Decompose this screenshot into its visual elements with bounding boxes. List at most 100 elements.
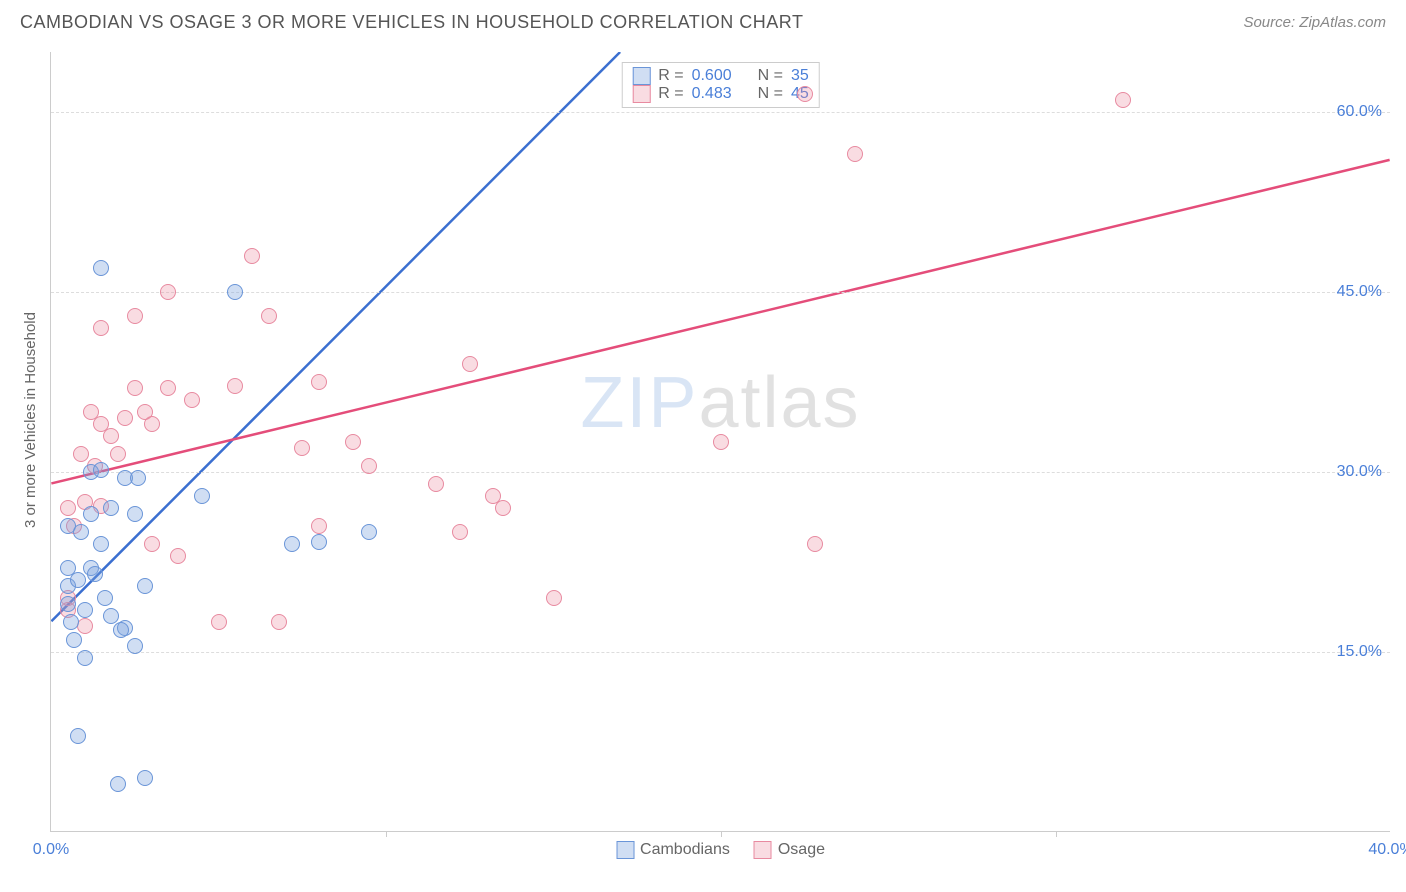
chart-plot-area: ZIPatlas R = 0.600 N = 35 R = 0.483 N = … — [50, 52, 1390, 832]
gridline — [51, 472, 1390, 473]
xtick-label: 40.0% — [1368, 841, 1406, 859]
scatter-point-blue — [97, 590, 113, 606]
watermark-zip: ZIP — [580, 363, 698, 443]
gridline — [51, 112, 1390, 113]
scatter-point-pink — [294, 440, 310, 456]
legend-swatch-blue — [616, 841, 634, 859]
y-axis-label: 3 or more Vehicles in Household — [22, 312, 39, 528]
scatter-point-pink — [127, 380, 143, 396]
legend-n-label: N = — [758, 85, 783, 103]
scatter-point-pink — [227, 378, 243, 394]
legend-item-blue: Cambodians — [616, 841, 730, 859]
scatter-point-pink — [170, 548, 186, 564]
scatter-point-pink — [160, 380, 176, 396]
scatter-point-pink — [73, 446, 89, 462]
xtick-mark — [721, 831, 722, 837]
legend-swatch-blue — [632, 67, 650, 85]
scatter-point-pink — [807, 536, 823, 552]
scatter-point-blue — [63, 614, 79, 630]
scatter-point-pink — [546, 590, 562, 606]
legend-r-blue: 0.600 — [692, 67, 732, 85]
scatter-point-pink — [127, 308, 143, 324]
header: CAMBODIAN VS OSAGE 3 OR MORE VEHICLES IN… — [0, 0, 1406, 41]
scatter-point-pink — [103, 428, 119, 444]
scatter-point-blue — [127, 506, 143, 522]
scatter-point-blue — [60, 596, 76, 612]
scatter-point-pink — [311, 374, 327, 390]
gridline — [51, 292, 1390, 293]
scatter-point-blue — [66, 632, 82, 648]
scatter-point-blue — [60, 560, 76, 576]
ytick-label: 15.0% — [1337, 643, 1382, 661]
scatter-point-blue — [93, 536, 109, 552]
scatter-point-pink — [160, 284, 176, 300]
scatter-point-blue — [137, 770, 153, 786]
scatter-point-pink — [452, 524, 468, 540]
scatter-point-blue — [77, 602, 93, 618]
scatter-point-blue — [194, 488, 210, 504]
scatter-point-blue — [137, 578, 153, 594]
legend-n-label: N = — [758, 67, 783, 85]
scatter-point-blue — [127, 638, 143, 654]
ytick-label: 60.0% — [1337, 103, 1382, 121]
source-label: Source: ZipAtlas.com — [1243, 14, 1386, 31]
scatter-point-pink — [713, 434, 729, 450]
ytick-label: 30.0% — [1337, 463, 1382, 481]
scatter-point-pink — [244, 248, 260, 264]
legend-swatch-pink — [632, 85, 650, 103]
scatter-point-blue — [70, 728, 86, 744]
ytick-label: 45.0% — [1337, 283, 1382, 301]
legend-stats: R = 0.600 N = 35 R = 0.483 N = 45 — [621, 62, 820, 108]
scatter-point-pink — [495, 500, 511, 516]
scatter-point-pink — [117, 410, 133, 426]
scatter-point-blue — [110, 776, 126, 792]
scatter-point-blue — [93, 260, 109, 276]
scatter-point-blue — [103, 608, 119, 624]
scatter-point-pink — [1115, 92, 1131, 108]
scatter-point-pink — [144, 536, 160, 552]
scatter-point-blue — [227, 284, 243, 300]
legend-n-blue: 35 — [791, 67, 809, 85]
scatter-point-pink — [271, 614, 287, 630]
scatter-point-blue — [87, 566, 103, 582]
scatter-point-blue — [83, 506, 99, 522]
scatter-point-blue — [361, 524, 377, 540]
scatter-point-pink — [847, 146, 863, 162]
scatter-point-blue — [284, 536, 300, 552]
xtick-mark — [386, 831, 387, 837]
scatter-point-blue — [130, 470, 146, 486]
gridline — [51, 652, 1390, 653]
legend-label-blue: Cambodians — [640, 841, 730, 859]
scatter-point-blue — [311, 534, 327, 550]
scatter-point-blue — [93, 462, 109, 478]
legend-item-pink: Osage — [754, 841, 825, 859]
scatter-point-pink — [144, 416, 160, 432]
legend-r-label: R = — [658, 85, 683, 103]
scatter-point-blue — [103, 500, 119, 516]
scatter-point-blue — [73, 524, 89, 540]
legend-series: Cambodians Osage — [616, 841, 825, 859]
scatter-point-blue — [113, 622, 129, 638]
watermark: ZIPatlas — [580, 362, 860, 444]
trend-line-blue — [51, 52, 620, 621]
scatter-point-pink — [797, 86, 813, 102]
scatter-point-pink — [261, 308, 277, 324]
legend-stats-row-pink: R = 0.483 N = 45 — [632, 85, 809, 103]
xtick-label: 0.0% — [33, 841, 69, 859]
scatter-point-pink — [110, 446, 126, 462]
legend-stats-row-blue: R = 0.600 N = 35 — [632, 67, 809, 85]
scatter-point-pink — [361, 458, 377, 474]
scatter-point-pink — [428, 476, 444, 492]
scatter-point-blue — [77, 650, 93, 666]
page-title: CAMBODIAN VS OSAGE 3 OR MORE VEHICLES IN… — [20, 12, 803, 33]
legend-r-label: R = — [658, 67, 683, 85]
legend-label-pink: Osage — [778, 841, 825, 859]
scatter-point-pink — [211, 614, 227, 630]
scatter-point-pink — [311, 518, 327, 534]
legend-r-pink: 0.483 — [692, 85, 732, 103]
legend-swatch-pink — [754, 841, 772, 859]
scatter-point-pink — [345, 434, 361, 450]
watermark-atlas: atlas — [698, 363, 860, 443]
scatter-point-pink — [462, 356, 478, 372]
xtick-mark — [1056, 831, 1057, 837]
